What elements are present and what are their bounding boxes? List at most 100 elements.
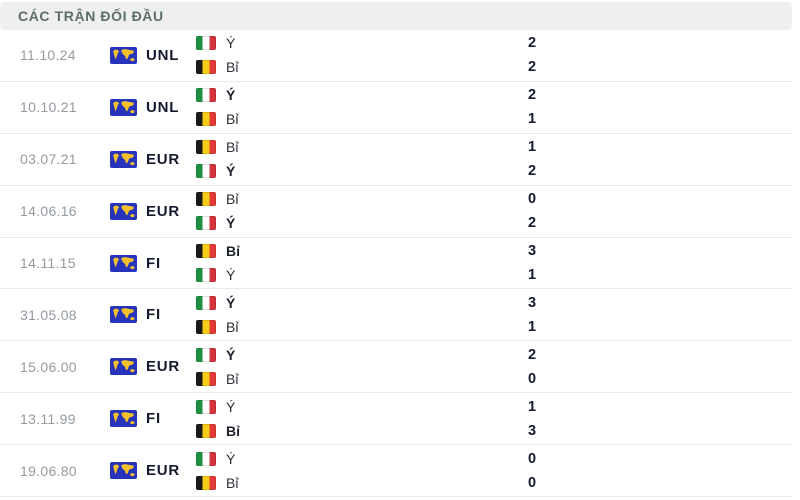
team-line: Ý 1	[196, 397, 792, 416]
competition-label: UNL	[146, 98, 180, 116]
match-row: 31.05.08 FI Ý 3 Bỉ 1	[0, 289, 792, 342]
competition: EUR	[110, 358, 196, 376]
match-date: 10.10.21	[20, 99, 77, 116]
belgium-flag-icon	[196, 192, 216, 207]
team-name: Ý	[226, 163, 236, 180]
team-name: Bỉ	[226, 191, 239, 208]
world-map-icon	[110, 46, 137, 64]
world-map-icon	[110, 306, 137, 324]
team-score: 0	[528, 450, 537, 467]
match-teams: Ý 1 Bỉ 3	[196, 397, 792, 440]
competition: UNL	[110, 98, 196, 116]
competition: FI	[110, 254, 196, 272]
world-map-icon	[110, 254, 137, 272]
team-name: Ý	[226, 267, 236, 283]
team-score: 2	[528, 163, 537, 180]
section-header: CÁC TRẬN ĐỐI ĐẦU	[0, 2, 792, 30]
team-score: 2	[528, 215, 537, 232]
team-name: Bỉ	[226, 370, 239, 387]
match-date: 14.11.15	[20, 255, 76, 271]
competition: FI	[110, 410, 196, 428]
match-teams: Ý 0 Bỉ 0	[196, 449, 792, 492]
team-score: 1	[528, 318, 537, 335]
belgium-flag-icon	[196, 60, 216, 75]
team-name: Bỉ	[226, 474, 239, 491]
competition-label: FI	[146, 410, 161, 428]
belgium-flag-icon	[196, 140, 216, 155]
team-line: Bỉ 3	[196, 421, 792, 440]
team-score: 2	[528, 35, 537, 52]
match-teams: Ý 2 Bỉ 1	[196, 86, 792, 129]
team-name: Bỉ	[226, 111, 239, 128]
match-date: 03.07.21	[20, 151, 77, 168]
world-map-icon	[110, 150, 137, 168]
competition-label: EUR	[146, 462, 181, 480]
competition: FI	[110, 306, 196, 324]
match-date: 19.06.80	[20, 462, 77, 479]
italy-flag-icon	[196, 36, 216, 51]
team-line: Ý 2	[196, 214, 792, 233]
team-score: 0	[528, 191, 537, 208]
belgium-flag-icon	[196, 371, 216, 386]
match-teams: Bỉ 3 Ý 1	[196, 242, 792, 285]
team-line: Bỉ 2	[196, 58, 792, 77]
team-score: 1	[528, 111, 537, 128]
team-score: 3	[528, 243, 537, 259]
italy-flag-icon	[196, 399, 216, 414]
team-score: 0	[528, 370, 537, 387]
team-score: 1	[528, 398, 537, 415]
competition-label: EUR	[146, 202, 181, 220]
match-date: 11.10.24	[20, 47, 76, 64]
match-row: 13.11.99 FI Ý 1 Bỉ 3	[0, 393, 792, 446]
match-date: 31.05.08	[20, 306, 77, 323]
team-name: Bỉ	[226, 422, 240, 439]
match-row: 10.10.21 UNL Ý 2 Bỉ 1	[0, 82, 792, 134]
team-name: Ý	[226, 346, 236, 363]
team-line: Ý 2	[196, 345, 792, 364]
competition-label: FI	[146, 306, 161, 324]
match-row: 14.06.16 EUR Bỉ 0 Ý 2	[0, 186, 792, 238]
team-line: Ý 2	[196, 86, 792, 105]
team-score: 2	[528, 346, 537, 363]
team-score: 3	[528, 422, 537, 439]
world-map-icon	[110, 202, 137, 220]
competition-label: EUR	[146, 150, 181, 168]
team-score: 0	[528, 474, 537, 491]
team-line: Bỉ 1	[196, 138, 792, 157]
team-line: Bỉ 3	[196, 242, 792, 261]
italy-flag-icon	[196, 216, 216, 231]
team-name: Bỉ	[226, 139, 239, 156]
team-line: Bỉ 1	[196, 317, 792, 336]
team-name: Ý	[226, 294, 236, 311]
team-line: Ý 3	[196, 293, 792, 312]
team-score: 1	[528, 139, 537, 156]
match-date: 15.06.00	[20, 358, 77, 375]
match-row: 03.07.21 EUR Bỉ 1 Ý 2	[0, 134, 792, 186]
team-line: Ý 2	[196, 162, 792, 181]
team-name: Ý	[226, 87, 236, 104]
italy-flag-icon	[196, 347, 216, 362]
belgium-flag-icon	[196, 423, 216, 438]
competition-label: EUR	[146, 358, 181, 376]
team-score: 2	[528, 87, 537, 104]
team-score: 1	[528, 267, 537, 283]
team-line: Bỉ 0	[196, 473, 792, 492]
italy-flag-icon	[196, 451, 216, 466]
team-name: Ý	[226, 450, 236, 467]
competition: EUR	[110, 202, 196, 220]
competition-label: UNL	[146, 46, 180, 64]
italy-flag-icon	[196, 88, 216, 103]
team-name: Ý	[226, 215, 236, 232]
team-score: 3	[528, 294, 537, 311]
team-line: Bỉ 0	[196, 190, 792, 209]
team-line: Bỉ 1	[196, 110, 792, 129]
italy-flag-icon	[196, 268, 216, 282]
match-teams: Bỉ 0 Ý 2	[196, 190, 792, 233]
team-name: Bỉ	[226, 59, 239, 76]
world-map-icon	[110, 98, 137, 116]
match-date: 14.06.16	[20, 203, 77, 220]
match-teams: Ý 3 Bỉ 1	[196, 293, 792, 336]
match-row: 15.06.00 EUR Ý 2 Bỉ 0	[0, 341, 792, 394]
team-line: Bỉ 0	[196, 369, 792, 388]
team-line: Ý 0	[196, 449, 792, 468]
